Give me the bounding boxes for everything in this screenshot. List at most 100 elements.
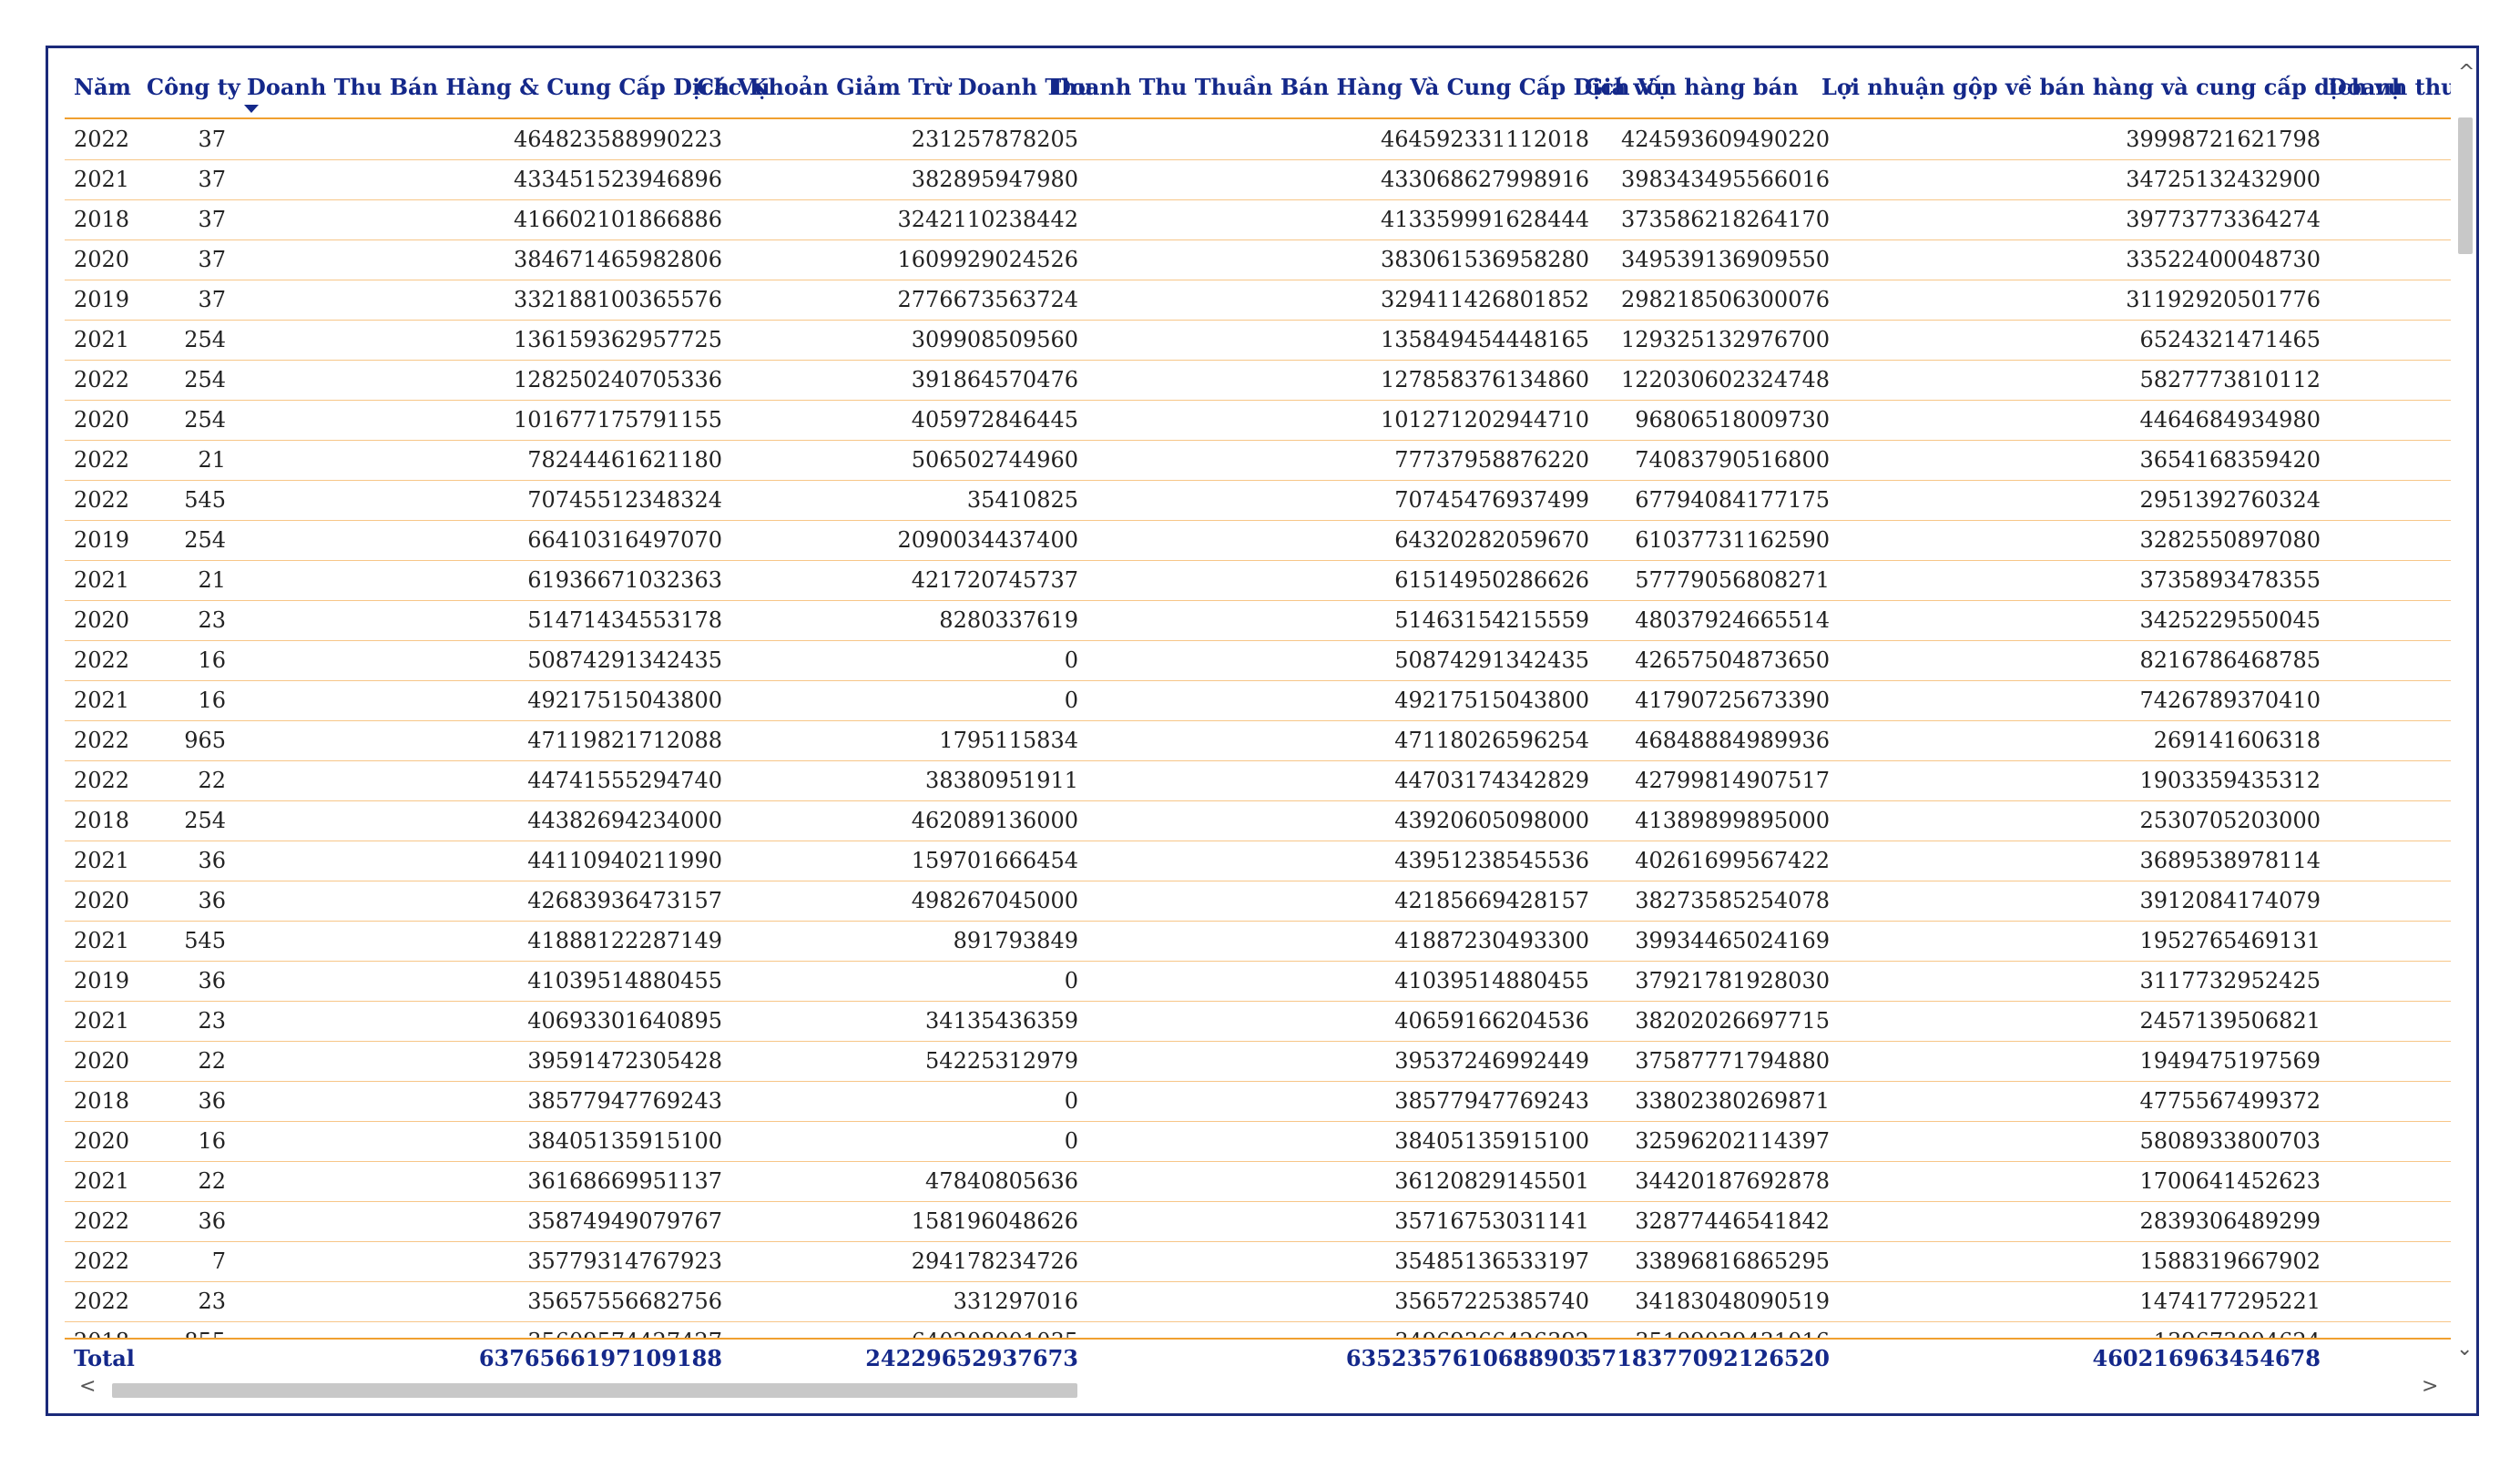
table-row[interactable]: 2022 254 128250240705336 391864570476 127858… <box>65 360 2451 401</box>
column-header[interactable]: Giá vốn hàng bán <box>1585 74 1799 100</box>
scroll-left-icon[interactable]: < <box>79 1375 97 1398</box>
table-cell: 67794084177175 <box>1635 487 1830 513</box>
table-row[interactable]: 2022 7 35779314767923 294178234726 354851365… <box>65 1241 2451 1282</box>
table-cell: 70745476937499 <box>1394 487 1589 513</box>
table-cell: 38405135915100 <box>1394 1128 1589 1154</box>
table-row[interactable]: 2020 16 38405135915100 0 38405135915100 32596… <box>65 1121 2451 1162</box>
table-row[interactable]: 2022 22 44741555294740 38380951911 447031743… <box>65 760 2451 801</box>
table-row[interactable]: 2021 16 49217515043800 0 49217515043800 41790… <box>65 680 2451 721</box>
column-header[interactable]: Doanh Thu Thuần Bán Hàng Và Cung Cấp Dịc… <box>1052 74 1670 100</box>
table-cell: 16 <box>198 647 226 673</box>
table-cell: 269141606318 <box>2153 728 2321 753</box>
table-cell: 2021 <box>74 167 130 192</box>
table-row[interactable]: 2020 254 101677175791155 405972846445 101271… <box>65 400 2451 441</box>
column-header[interactable]: Các Khoản Giảm Trừ Doanh Thu <box>697 74 1094 100</box>
table-cell: 41888122287149 <box>527 928 722 953</box>
table-cell: 135849454448165 <box>1380 327 1589 352</box>
table-cell: 36 <box>198 888 226 913</box>
table-cell: 2776673563724 <box>897 287 1078 312</box>
table-cell: 44741555294740 <box>527 768 722 793</box>
table-cell: 1474177295221 <box>2139 1289 2321 1314</box>
vertical-scroll-thumb[interactable] <box>2458 117 2473 254</box>
table-row[interactable]: 2022 23 35657556682756 331297016 35657225385… <box>65 1281 2451 1322</box>
table-cell: 36 <box>198 968 226 993</box>
table-row[interactable]: 2020 22 39591472305428 54225312979 395372469… <box>65 1041 2451 1082</box>
table-cell: 254 <box>184 367 226 392</box>
table-body: 2022 37 464823588990223 231257878205 4645923… <box>65 119 2451 1338</box>
table-cell: 41039514880455 <box>527 968 722 993</box>
table-row[interactable]: 2018 254 44382694234000 462089136000 4392060… <box>65 800 2451 841</box>
table-cell: 101271202944710 <box>1380 407 1589 433</box>
total-value: 6352357610688903 <box>1345 1345 1589 1371</box>
table-row[interactable]: 2019 37 332188100365576 2776673563724 329411… <box>65 280 2451 321</box>
table-row[interactable]: 2022 545 70745512348324 35410825 70745476937… <box>65 480 2451 521</box>
table-row[interactable]: 2021 21 61936671032363 421720745737 61514950… <box>65 560 2451 601</box>
column-header[interactable]: Lợi nhuận gộp về bán hàng và cung cấp dị… <box>1821 74 2403 100</box>
table-row[interactable]: 2020 37 384671465982806 1609929024526 383061… <box>65 239 2451 280</box>
table-cell: 39934465024169 <box>1635 928 1830 953</box>
horizontal-scroll-thumb[interactable] <box>112 1383 1077 1398</box>
table-cell: 37587771794880 <box>1635 1048 1830 1074</box>
table-cell: 329411426801852 <box>1380 287 1589 312</box>
table-cell: 101677175791155 <box>513 407 722 433</box>
table-cell: 22 <box>198 768 226 793</box>
table-cell: 2019 <box>74 527 130 553</box>
table-cell: 42799814907517 <box>1635 768 1830 793</box>
table-cell: 298218506300076 <box>1620 287 1830 312</box>
column-header[interactable]: Doanh thu h <box>2328 74 2451 100</box>
table-row[interactable]: 2020 23 51471434553178 8280337619 5146315421… <box>65 600 2451 641</box>
table-cell: 16 <box>198 688 226 713</box>
table-row[interactable]: 2022 21 78244461621180 506502744960 77737958… <box>65 440 2451 481</box>
column-header[interactable]: Doanh Thu Bán Hàng & Cung Cấp Dịch Vụ <box>247 74 770 100</box>
table-cell: 42683936473157 <box>527 888 722 913</box>
sort-descending-icon <box>244 105 259 113</box>
table-cell: 49217515043800 <box>527 688 722 713</box>
table-row[interactable]: 2019 254 66410316497070 2090034437400 643202… <box>65 520 2451 561</box>
table-cell: 4775567499372 <box>2139 1088 2321 1114</box>
table-row[interactable]: 2019 36 41039514880455 0 41039514880455 37921… <box>65 961 2451 1002</box>
table-row[interactable]: 2021 254 136159362957725 309908509560 135849… <box>65 320 2451 361</box>
table-cell: 36 <box>198 1088 226 1114</box>
table-cell: 51463154215559 <box>1394 607 1589 633</box>
column-header[interactable]: Năm <box>74 74 131 100</box>
scroll-down-icon[interactable]: ⌄ <box>2456 1338 2474 1360</box>
vertical-scrollbar[interactable]: ^ ⌄ <box>2453 61 2476 1379</box>
table-cell: 70745512348324 <box>527 487 722 513</box>
table-cell: 2021 <box>74 1168 130 1194</box>
table-cell: 34135436359 <box>925 1008 1078 1034</box>
table-row[interactable]: 2021 545 41888122287149 891793849 4188723049… <box>65 921 2451 962</box>
table-row[interactable]: 2020 36 42683936473157 498267045000 42185669… <box>65 881 2451 922</box>
table-cell: 2021 <box>74 848 130 873</box>
table-cell: 349539136909550 <box>1620 247 1830 272</box>
table-row[interactable]: 2022 16 50874291342435 0 50874291342435 42657… <box>65 640 2451 681</box>
column-header[interactable]: Công ty <box>147 74 240 100</box>
table-cell: 36120829145501 <box>1394 1168 1589 1194</box>
table-cell: 41389899895000 <box>1635 808 1830 833</box>
table-cell: 309908509560 <box>911 327 1078 352</box>
table-cell: 331297016 <box>953 1289 1078 1314</box>
table-row[interactable]: 2022 37 464823588990223 231257878205 4645923… <box>65 119 2451 160</box>
table-row[interactable]: 2018 37 416602101866886 3242110238442 413359… <box>65 199 2451 240</box>
table-row[interactable]: 2022 965 47119821712088 1795115834 471180265… <box>65 720 2451 761</box>
table-cell: 48037924665514 <box>1635 607 1830 633</box>
table-cell: 433451523946896 <box>513 167 722 192</box>
table-cell: 40659166204536 <box>1394 1008 1589 1034</box>
horizontal-scrollbar[interactable]: < > <box>65 1373 2451 1404</box>
table-row[interactable]: 2022 36 35874949079767 158196048626 35716753… <box>65 1201 2451 1242</box>
table-row[interactable]: 2021 37 433451523946896 382895947980 4330686… <box>65 159 2451 200</box>
table-row[interactable]: 2021 23 40693301640895 34135436359 406591662… <box>65 1001 2451 1042</box>
table-cell: 254 <box>184 407 226 433</box>
scroll-up-icon[interactable]: ^ <box>2458 61 2475 84</box>
table-row[interactable]: 2018 855 35609574427427 640208001035 3496936… <box>65 1321 2451 1338</box>
table-row[interactable]: 2021 36 44110940211990 159701666454 43951238… <box>65 841 2451 881</box>
scroll-right-icon[interactable]: > <box>2422 1375 2439 1398</box>
table-cell: 61936671032363 <box>527 567 722 593</box>
table-cell: 231257878205 <box>911 127 1078 152</box>
table-cell: 2022 <box>74 127 130 152</box>
table-cell: 122030602324748 <box>1620 367 1830 392</box>
table-row[interactable]: 2018 36 38577947769243 0 38577947769243 33802… <box>65 1081 2451 1122</box>
table-cell: 2021 <box>74 928 130 953</box>
table-cell: 2951392760324 <box>2139 487 2321 513</box>
table-cell: 33522400048730 <box>2126 247 2321 272</box>
table-row[interactable]: 2021 22 36168669951137 47840805636 361208291… <box>65 1161 2451 1202</box>
